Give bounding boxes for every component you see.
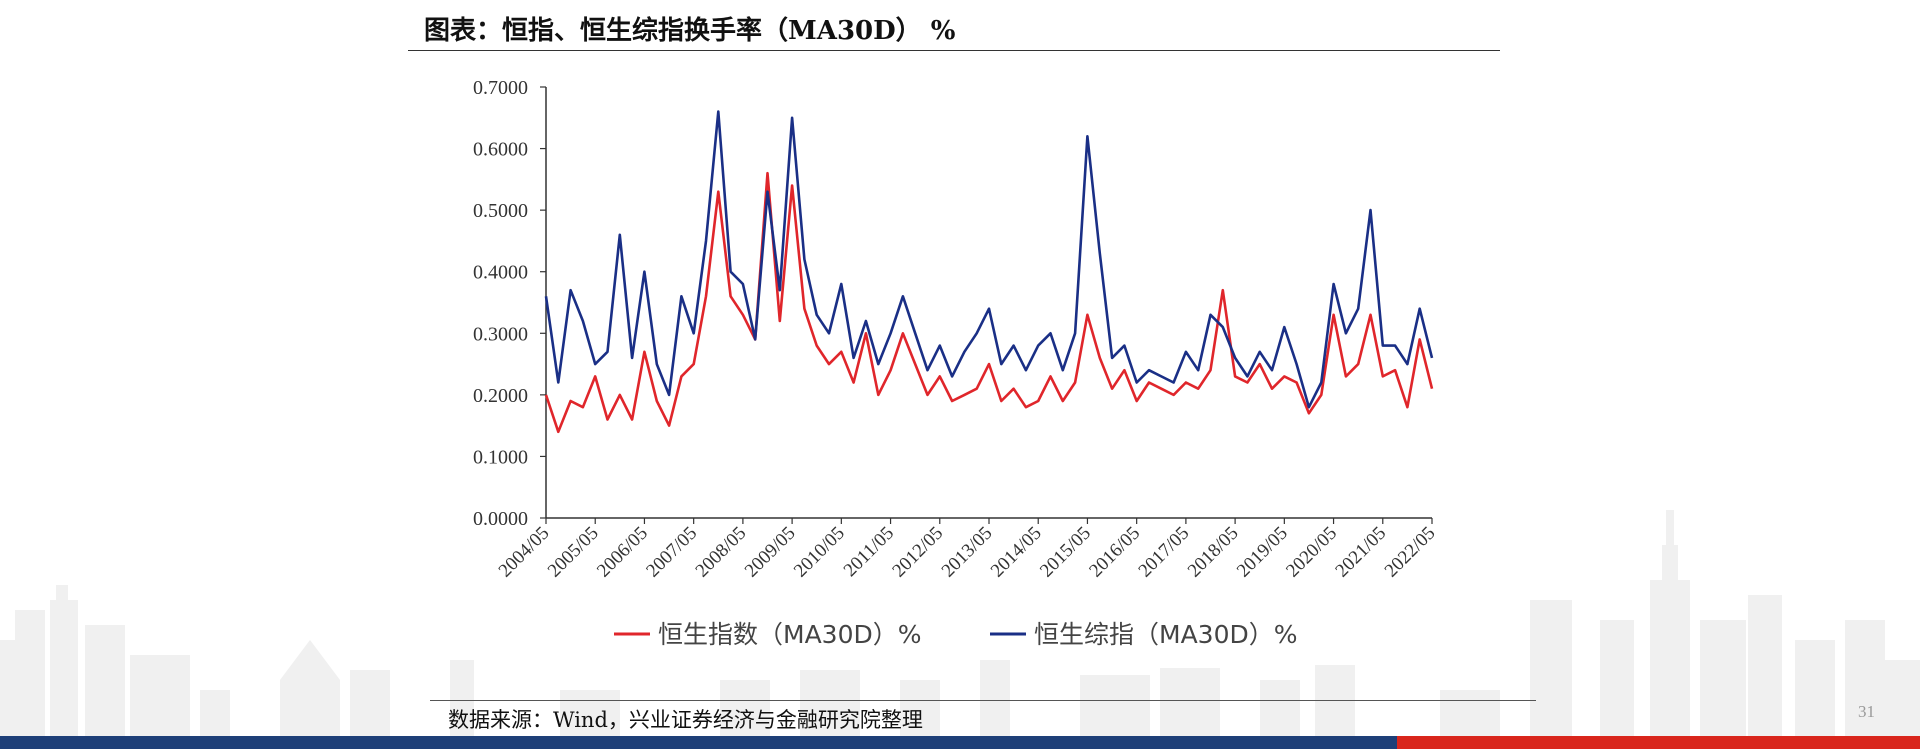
line-chart: 0.0000 0.1000 0.2000 0.3000 0.4000 0.5000 0.60… [473, 77, 1440, 649]
y-tick-label: 0.1000 [473, 446, 528, 468]
legend-label: 恒生综指（MA30D）% [1034, 620, 1298, 649]
x-tick-label: 2015/05 [1036, 523, 1095, 582]
x-tick-label: 2022/05 [1381, 523, 1440, 582]
y-tick-label: 0.3000 [473, 323, 528, 345]
x-tick-label: 2021/05 [1331, 523, 1390, 582]
footer-bar-blue [0, 736, 1397, 749]
x-tick-label: 2013/05 [938, 523, 997, 582]
x-tick-label: 2006/05 [593, 523, 652, 582]
x-tick-label: 2014/05 [987, 523, 1046, 582]
y-tick-label: 0.6000 [473, 139, 528, 161]
y-tick-label: 0.4000 [473, 262, 528, 284]
x-tick-label: 2010/05 [790, 523, 849, 582]
page-number: 31 [1858, 702, 1875, 721]
source-divider [430, 700, 1536, 701]
x-tick-label: 2012/05 [888, 523, 947, 582]
footer-bar-red [1397, 736, 1920, 749]
x-tick-label: 2009/05 [741, 523, 800, 582]
x-tick-label: 2005/05 [544, 523, 603, 582]
legend-label: 恒生指数（MA30D）% [658, 620, 922, 649]
y-tick-label: 0.2000 [473, 385, 528, 407]
series-line-hsi [544, 171, 1434, 434]
y-tick-label: 0.0000 [473, 508, 528, 530]
source-note: 数据来源：Wind，兴业证券经济与金融研究院整理 [448, 708, 923, 732]
chart-title: 图表：恒指、恒生综指换手率（MA30D） % [424, 16, 956, 46]
y-tick-label: 0.7000 [473, 77, 528, 99]
footer-bar [0, 736, 1920, 749]
x-tick-label: 2020/05 [1282, 523, 1341, 582]
x-tick-label: 2017/05 [1135, 523, 1194, 582]
y-tick-label: 0.5000 [473, 200, 528, 222]
x-tick-label: 2008/05 [692, 523, 751, 582]
x-tick-label: 2011/05 [840, 523, 898, 581]
series-line-hsci [544, 110, 1434, 409]
title-divider [408, 50, 1500, 51]
x-tick-label: 2016/05 [1085, 523, 1144, 582]
x-tick-label: 2018/05 [1184, 523, 1243, 582]
x-tick-label: 2019/05 [1233, 523, 1292, 582]
x-tick-label: 2007/05 [642, 523, 701, 582]
x-tick-label: 2004/05 [495, 523, 554, 582]
